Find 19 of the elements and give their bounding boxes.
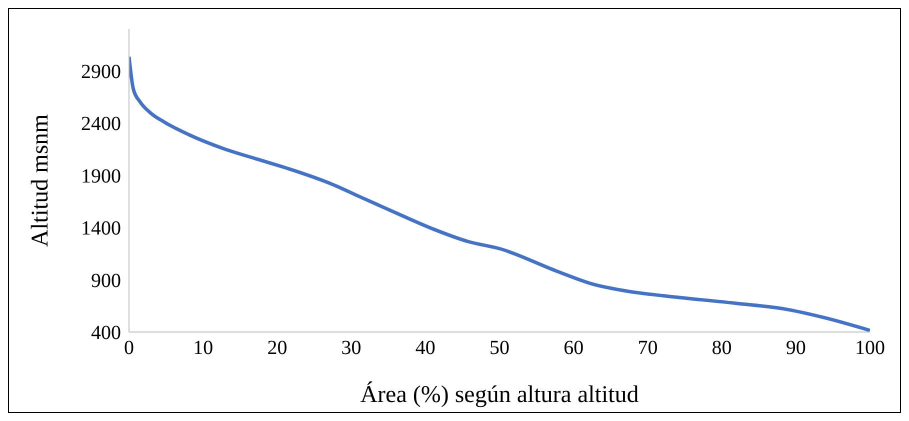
x-tick-label: 30: [341, 337, 362, 360]
x-axis-title: Área (%) según altura altitud: [360, 381, 639, 408]
y-tick-label: 1400: [81, 218, 121, 240]
y-tick-label: 400: [91, 322, 121, 344]
x-tick-label: 90: [786, 337, 806, 360]
x-tick-label: 60: [564, 337, 584, 360]
y-tick-label: 2400: [81, 113, 121, 136]
x-tick-label: 20: [267, 337, 288, 360]
y-tick-label: 2900: [81, 60, 121, 83]
x-tick-label: 0: [124, 337, 134, 360]
x-tick-label: 50: [490, 337, 510, 360]
x-tick-label: 80: [712, 337, 732, 360]
y-tick-label: 1900: [81, 165, 121, 188]
y-axis-title: Altitud msnm: [28, 114, 54, 247]
x-tick-label: 40: [415, 337, 436, 360]
x-tick-label: 10: [193, 337, 214, 360]
x-tick-label: 70: [638, 337, 658, 360]
y-tick-label: 900: [91, 270, 121, 292]
x-tick-label: 100: [855, 337, 885, 360]
